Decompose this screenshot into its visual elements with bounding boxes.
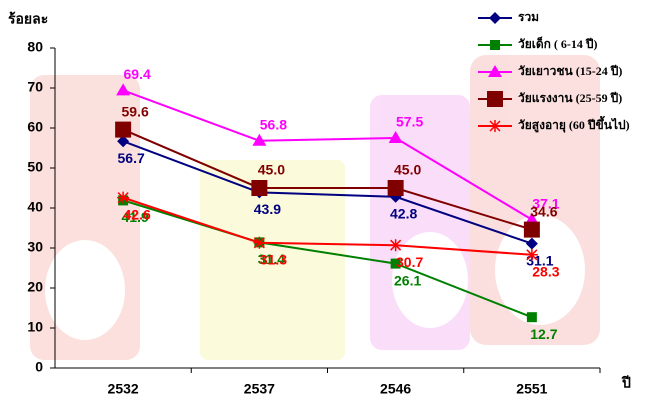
marker — [527, 312, 537, 322]
y-tick-label: 70 — [27, 79, 43, 95]
y-tick-label: 30 — [27, 239, 43, 255]
value-label: 59.6 — [122, 103, 149, 119]
value-label: 12.7 — [530, 326, 557, 342]
value-label: 45.0 — [258, 162, 285, 178]
value-label: 42.8 — [390, 206, 417, 222]
y-tick-label: 20 — [27, 279, 43, 295]
value-label: 56.8 — [260, 117, 287, 133]
marker — [390, 239, 402, 251]
y-tick-label: 80 — [27, 39, 43, 55]
legend-label: วัยแรงงาน (25-59 ปี) — [518, 91, 622, 105]
legend-label: วัยเยาวชน (15-24 ปี) — [518, 64, 622, 78]
value-label: 30.7 — [396, 254, 423, 270]
marker — [253, 237, 265, 249]
x-tick-label: 2532 — [108, 381, 139, 397]
value-label: 42.6 — [124, 206, 151, 222]
marker — [490, 40, 500, 50]
y-tick-label: 50 — [27, 159, 43, 175]
value-label: 43.9 — [254, 201, 281, 217]
y-tick-label: 0 — [35, 359, 43, 375]
x-tick-label: 2546 — [380, 381, 411, 397]
legend-label: วัยสูงอายุ (60 ปีขึ้นไป) — [518, 115, 630, 133]
marker — [115, 122, 131, 138]
y-tick-label: 10 — [27, 319, 43, 335]
value-label: 45.0 — [394, 162, 421, 178]
y-tick-label: 60 — [27, 119, 43, 135]
legend-label: รวม — [518, 10, 539, 24]
value-label: 31.3 — [260, 252, 287, 268]
x-axis-label: ปี — [621, 375, 631, 391]
marker — [526, 249, 538, 261]
x-tick-label: 2551 — [516, 381, 547, 397]
background-art — [30, 55, 600, 360]
marker — [489, 12, 501, 24]
value-label: 34.6 — [530, 203, 557, 219]
value-label: 26.1 — [394, 272, 421, 288]
chart: ร้อยละ ปี 0 10 20 30 40 50 60 70 80 2532 2537 2546 2… — [0, 0, 666, 403]
y-axis-label: ร้อยละ — [8, 11, 48, 27]
marker — [487, 91, 503, 107]
marker — [388, 180, 404, 196]
value-label: 69.4 — [124, 66, 151, 82]
y-tick-label: 40 — [27, 199, 43, 215]
x-tick-label: 2537 — [244, 381, 275, 397]
marker — [117, 192, 129, 204]
value-label: 57.5 — [396, 114, 423, 130]
value-label: 28.3 — [532, 264, 559, 280]
marker — [489, 120, 501, 132]
legend-label: วัยเด็ก ( 6-14 ปี) — [518, 36, 598, 51]
marker — [524, 222, 540, 238]
value-label: 56.7 — [118, 150, 145, 166]
marker — [251, 180, 267, 196]
